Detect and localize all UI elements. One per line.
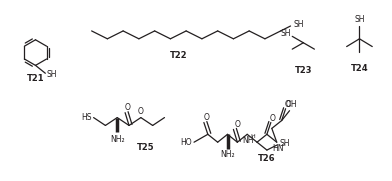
Text: T25: T25 [137, 143, 154, 152]
Text: NH₂: NH₂ [110, 135, 125, 144]
Text: O: O [234, 120, 240, 129]
Text: H: H [251, 134, 256, 139]
Text: OH: OH [286, 100, 297, 109]
Text: NH: NH [242, 136, 254, 145]
Text: T23: T23 [294, 66, 312, 75]
Text: SH: SH [293, 20, 304, 29]
Text: O: O [270, 114, 276, 123]
Text: T21: T21 [27, 74, 44, 83]
Text: T22: T22 [169, 51, 187, 60]
Text: HS: HS [81, 113, 92, 122]
Text: HO: HO [180, 138, 192, 147]
Text: SH: SH [47, 70, 58, 79]
Text: T24: T24 [350, 64, 368, 73]
Text: SH: SH [354, 15, 365, 24]
Text: O: O [138, 107, 144, 116]
Text: NH₂: NH₂ [220, 150, 235, 159]
Text: O: O [204, 113, 210, 122]
Text: O: O [125, 103, 131, 112]
Text: SH: SH [280, 29, 290, 38]
Text: HN: HN [272, 144, 283, 153]
Text: SH: SH [279, 139, 290, 148]
Text: T26: T26 [258, 154, 276, 163]
Text: O: O [285, 100, 290, 109]
